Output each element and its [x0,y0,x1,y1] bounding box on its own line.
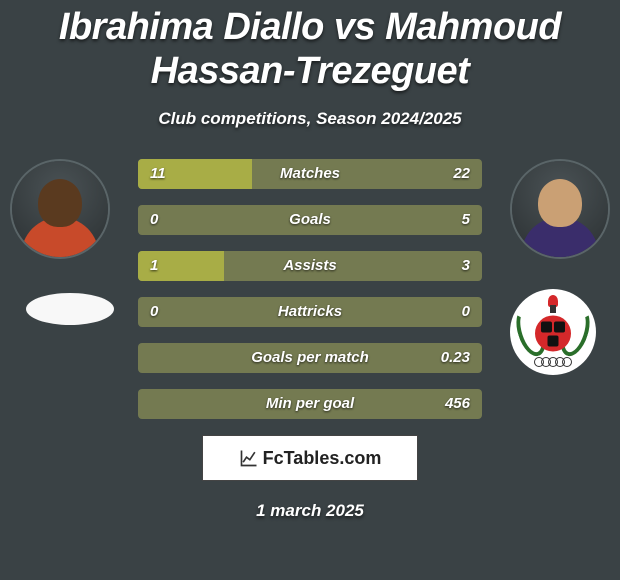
brand-name: FcTables.com [263,448,382,469]
page-title: Ibrahima Diallo vs Mahmoud Hassan-Trezeg… [0,0,620,93]
stat-value-right: 5 [462,205,470,235]
stat-row: 11Matches22 [138,159,482,189]
stat-label: Min per goal [138,389,482,419]
stat-label: Assists [138,251,482,281]
stat-label: Goals per match [138,343,482,373]
avatar-placeholder [512,161,608,257]
player-right-avatar [510,159,610,259]
stat-label: Goals [138,205,482,235]
comparison-content: 11Matches220Goals51Assists30Hattricks0Go… [0,159,620,419]
stat-row: 0Goals5 [138,205,482,235]
stat-row: 1Assists3 [138,251,482,281]
stat-value-right: 22 [453,159,470,189]
brand-badge[interactable]: FcTables.com [202,435,418,481]
subtitle: Club competitions, Season 2024/2025 [0,109,620,129]
footer-date: 1 march 2025 [0,501,620,521]
stat-row: Goals per match0.23 [138,343,482,373]
stat-value-right: 0.23 [441,343,470,373]
player-left-avatar [10,159,110,259]
avatar-placeholder [12,161,108,257]
stat-value-right: 0 [462,297,470,327]
stat-row: 0Hattricks0 [138,297,482,327]
stat-label: Hattricks [138,297,482,327]
player-right-club-badge [510,289,596,375]
stat-row: Min per goal456 [138,389,482,419]
stat-label: Matches [138,159,482,189]
player-left-club-badge [26,293,114,325]
avatar-head [38,179,82,227]
stat-value-right: 3 [462,251,470,281]
club-emblem-icon [520,299,586,365]
stats-bars: 11Matches220Goals51Assists30Hattricks0Go… [138,159,482,419]
brand-chart-icon [239,448,259,468]
stat-value-right: 456 [445,389,470,419]
avatar-head [538,179,582,227]
